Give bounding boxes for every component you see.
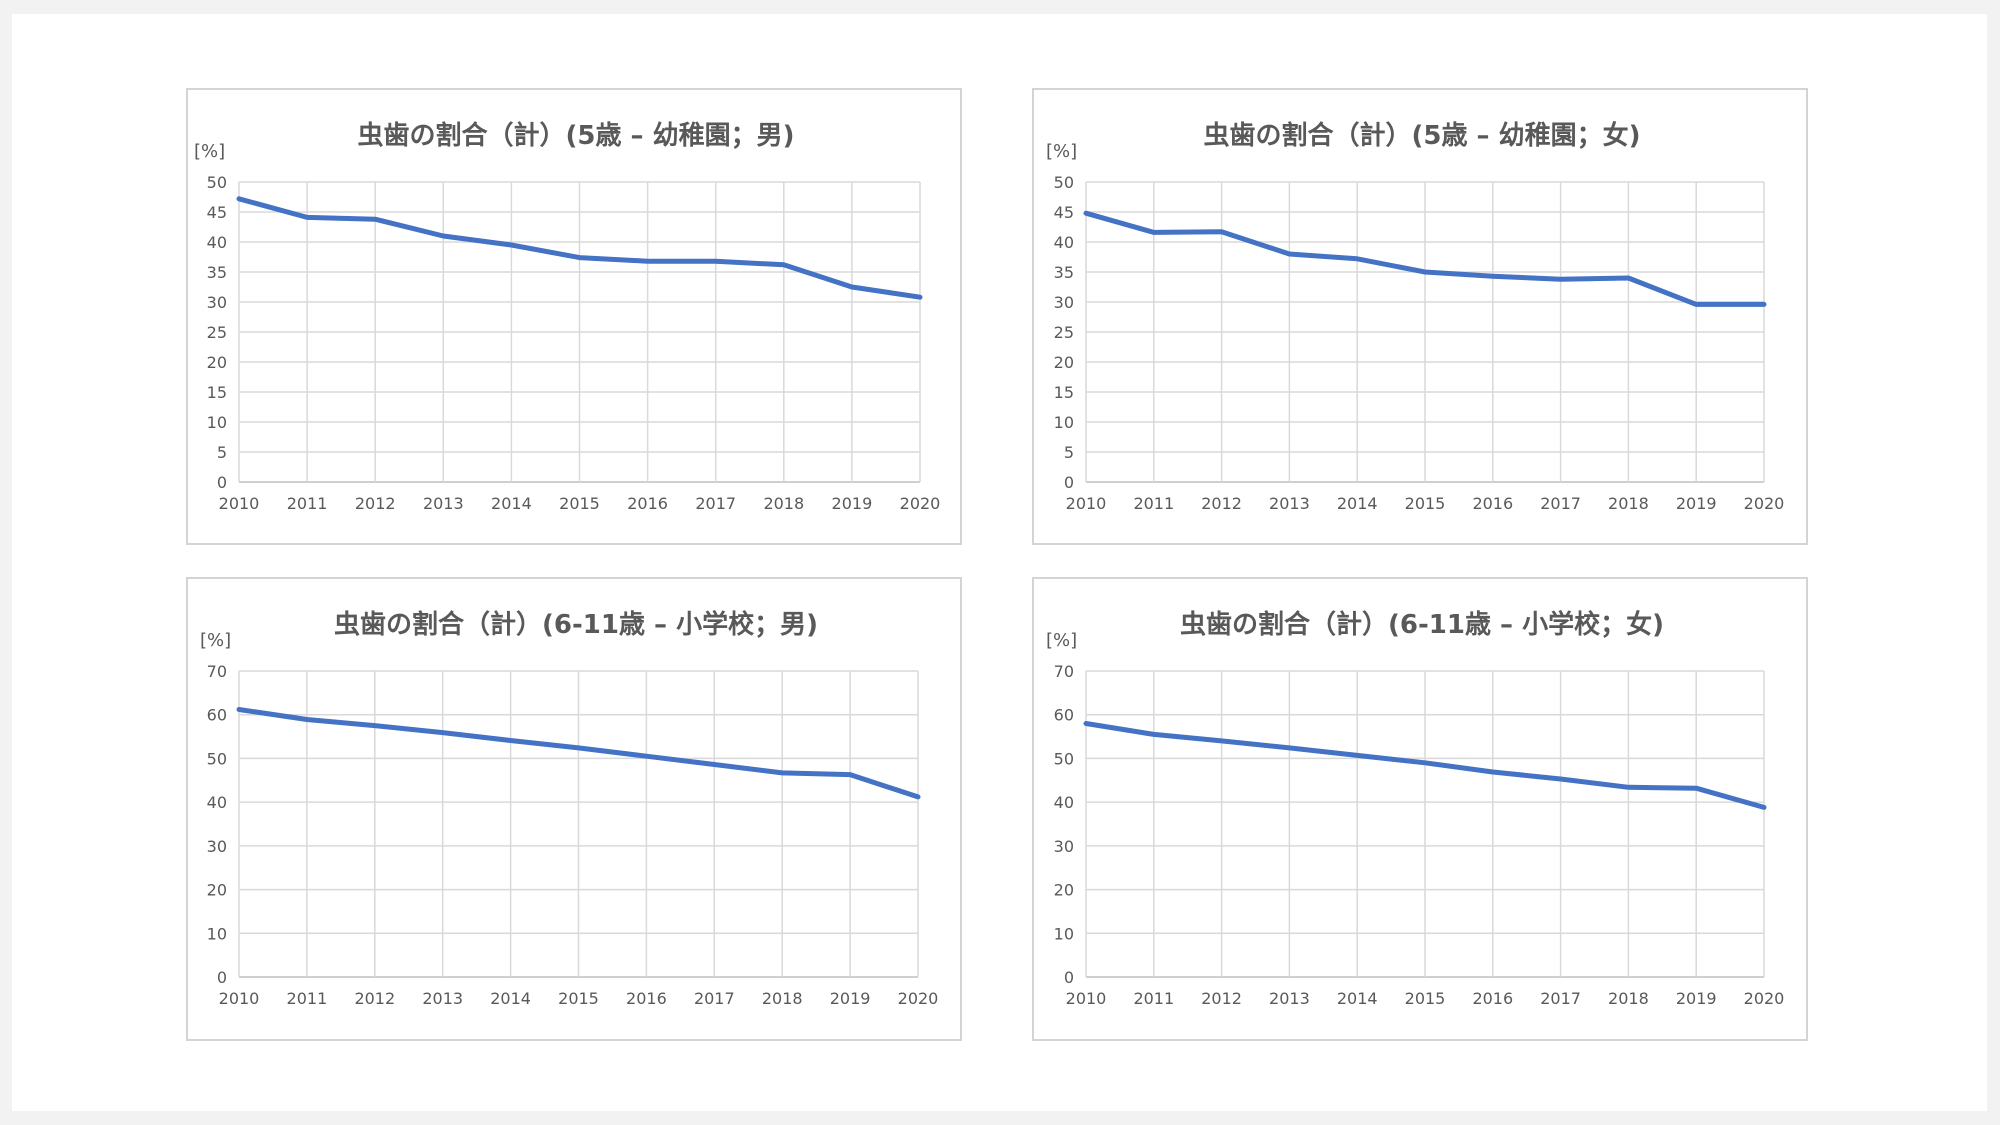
- x-tick-label: 2016: [626, 989, 667, 1008]
- x-tick-label: 2017: [1540, 989, 1581, 1008]
- x-tick-label: 2019: [1676, 494, 1717, 513]
- y-tick-label: 15: [207, 383, 227, 402]
- y-tick-label: 0: [217, 968, 227, 987]
- x-tick-label: 2012: [355, 494, 396, 513]
- y-tick-label: 40: [207, 233, 227, 252]
- y-tick-label: 25: [207, 323, 227, 342]
- y-tick-label: 5: [1064, 443, 1074, 462]
- x-tick-label: 2018: [762, 989, 803, 1008]
- x-tick-label: 2011: [1133, 494, 1174, 513]
- chart-svg: 虫歯の割合（計）(6-11歳 – 小学校；女) [%] 0 10 20 30 40 50 6…: [1046, 609, 1785, 1008]
- y-tick-label: 10: [207, 413, 227, 432]
- x-tick-label: 2015: [1405, 989, 1446, 1008]
- x-tick-label: 2020: [1744, 989, 1785, 1008]
- y-tick-label: 20: [1054, 881, 1074, 900]
- y-tick-label: 30: [1054, 293, 1074, 312]
- x-tick-label: 2017: [695, 494, 736, 513]
- x-tick-label: 2010: [219, 989, 260, 1008]
- y-tick-label: 30: [1054, 837, 1074, 856]
- x-tick-label: 2013: [1269, 989, 1310, 1008]
- x-tick-label: 2011: [1133, 989, 1174, 1008]
- y-tick-label: 10: [1054, 413, 1074, 432]
- x-tick-label: 2015: [559, 494, 600, 513]
- x-tick-label: 2014: [491, 494, 532, 513]
- x-tick-label: 2010: [1066, 989, 1107, 1008]
- x-tick-label: 2019: [830, 989, 871, 1008]
- x-tick-label: 2013: [1269, 494, 1310, 513]
- y-tick-label: 50: [1054, 749, 1074, 768]
- x-tick-label: 2016: [1472, 989, 1513, 1008]
- chart-svg: 虫歯の割合（計）(5歳 – 幼稚園；男) [%] 0 5 10 15 20 25 30 35 4…: [194, 120, 941, 513]
- x-tick-label: 2012: [354, 989, 395, 1008]
- x-tick-label: 2010: [1066, 494, 1107, 513]
- x-tick-label: 2016: [1472, 494, 1513, 513]
- y-tick-label: 20: [207, 881, 227, 900]
- y-unit-label: [%]: [1046, 630, 1077, 651]
- x-tick-label: 2011: [287, 494, 328, 513]
- y-tick-label: 0: [1064, 473, 1074, 492]
- x-tick-label: 2014: [1337, 494, 1378, 513]
- y-tick-label: 20: [1054, 353, 1074, 372]
- x-tick-label: 2020: [1744, 494, 1785, 513]
- x-tick-label: 2020: [900, 494, 941, 513]
- y-tick-label: 50: [207, 749, 227, 768]
- y-tick-label: 40: [1054, 233, 1074, 252]
- y-tick-label: 60: [1054, 706, 1074, 725]
- y-tick-label: 40: [1054, 793, 1074, 812]
- x-tick-label: 2013: [423, 494, 464, 513]
- y-tick-label: 10: [207, 924, 227, 943]
- x-tick-label: 2015: [1405, 494, 1446, 513]
- y-tick-label: 15: [1054, 383, 1074, 402]
- y-tick-label: 50: [207, 173, 227, 192]
- y-tick-label: 35: [1054, 263, 1074, 282]
- y-unit-label: [%]: [1046, 141, 1077, 162]
- x-tick-label: 2012: [1201, 989, 1242, 1008]
- y-tick-label: 40: [207, 793, 227, 812]
- y-tick-label: 5: [217, 443, 227, 462]
- y-tick-label: 0: [217, 473, 227, 492]
- y-tick-label: 50: [1054, 173, 1074, 192]
- x-tick-label: 2010: [219, 494, 260, 513]
- x-tick-label: 2018: [763, 494, 804, 513]
- y-tick-label: 20: [207, 353, 227, 372]
- chart-svg: 虫歯の割合（計）(5歳 – 幼稚園；女) [%] 0 5 10 15 20 25 30 35 4…: [1046, 120, 1785, 513]
- y-tick-label: 30: [207, 837, 227, 856]
- chart-panel-elementary-female: 虫歯の割合（計）(6-11歳 – 小学校；女) [%] 0 10 20 30 40 50 6…: [1032, 577, 1808, 1041]
- y-tick-label: 70: [1054, 662, 1074, 681]
- x-tick-label: 2017: [694, 989, 735, 1008]
- chart-panel-elementary-male: 虫歯の割合（計）(6-11歳 – 小学校；男) [%] 0 10 20 30 40 50 6…: [186, 577, 962, 1041]
- y-tick-label: 70: [207, 662, 227, 681]
- chart-panel-kindergarten-female: 虫歯の割合（計）(5歳 – 幼稚園；女) [%] 0 5 10 15 20 25 30 35 4…: [1032, 88, 1808, 545]
- x-tick-label: 2017: [1540, 494, 1581, 513]
- y-tick-label: 60: [207, 706, 227, 725]
- x-tick-label: 2012: [1201, 494, 1242, 513]
- y-tick-label: 35: [207, 263, 227, 282]
- x-tick-label: 2011: [287, 989, 328, 1008]
- y-unit-label: [%]: [200, 630, 231, 651]
- y-tick-label: 10: [1054, 924, 1074, 943]
- chart-title: 虫歯の割合（計）(6-11歳 – 小学校；男): [334, 609, 818, 640]
- x-tick-label: 2020: [898, 989, 939, 1008]
- x-tick-label: 2016: [627, 494, 668, 513]
- y-unit-label: [%]: [194, 141, 225, 162]
- x-tick-label: 2018: [1608, 989, 1649, 1008]
- x-tick-label: 2019: [1676, 989, 1717, 1008]
- chart-title: 虫歯の割合（計）(6-11歳 – 小学校；女): [1180, 609, 1664, 640]
- y-tick-label: 45: [1054, 203, 1074, 222]
- chart-panel-kindergarten-male: 虫歯の割合（計）(5歳 – 幼稚園；男) [%] 0 5 10 15 20 25 30 35 4…: [186, 88, 962, 545]
- y-tick-label: 0: [1064, 968, 1074, 987]
- y-tick-label: 25: [1054, 323, 1074, 342]
- chart-svg: 虫歯の割合（計）(6-11歳 – 小学校；男) [%] 0 10 20 30 40 50 6…: [200, 609, 939, 1008]
- x-tick-label: 2015: [558, 989, 599, 1008]
- x-tick-label: 2013: [422, 989, 463, 1008]
- x-tick-label: 2019: [832, 494, 873, 513]
- y-tick-label: 30: [207, 293, 227, 312]
- chart-title: 虫歯の割合（計）(5歳 – 幼稚園；男): [358, 120, 795, 151]
- x-tick-label: 2014: [1337, 989, 1378, 1008]
- y-tick-label: 45: [207, 203, 227, 222]
- chart-title: 虫歯の割合（計）(5歳 – 幼稚園；女): [1204, 120, 1641, 151]
- x-tick-label: 2014: [490, 989, 531, 1008]
- x-tick-label: 2018: [1608, 494, 1649, 513]
